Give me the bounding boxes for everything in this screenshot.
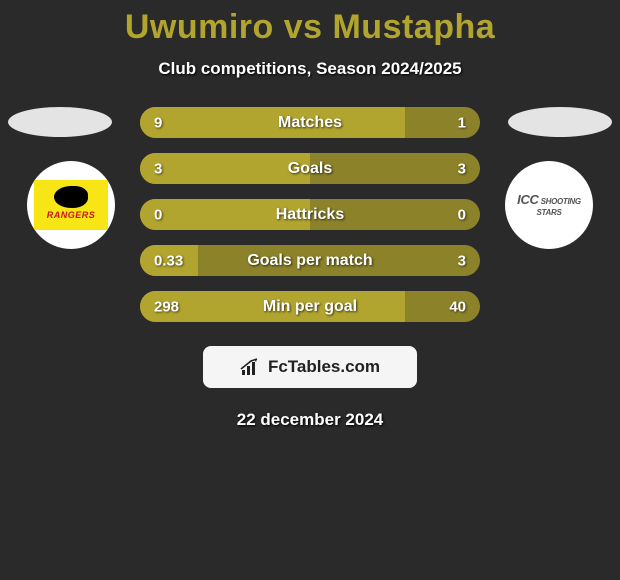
club2-badge: ICC SHOOTING STARS [505,161,593,249]
stat-label: Goals per match [140,252,480,270]
brand-text: FcTables.com [268,357,380,377]
player1-avatar-placeholder [8,107,112,137]
player1-name: Uwumiro [125,8,274,46]
vs-separator: vs [284,8,333,46]
stat-row: 0.333Goals per match [140,245,480,276]
subtitle: Club competitions, Season 2024/2025 [0,59,620,79]
stat-row: 29840Min per goal [140,291,480,322]
club1-badge-inner: RANGERS [34,180,108,230]
stat-label: Hattricks [140,206,480,224]
page-title: Uwumiro vs Mustapha [0,0,620,47]
stat-label: Min per goal [140,298,480,316]
date-label: 22 december 2024 [0,410,620,430]
player2-avatar-placeholder [508,107,612,137]
stat-row: 00Hattricks [140,199,480,230]
stat-row: 33Goals [140,153,480,184]
club1-label: RANGERS [47,210,96,220]
brand-chart-icon [240,358,262,376]
comparison-content: RANGERS ICC SHOOTING STARS 91Matches 33Go… [0,107,620,322]
player2-name: Mustapha [332,8,495,46]
club1-badge: RANGERS [27,161,115,249]
stat-label: Goals [140,160,480,178]
stat-label: Matches [140,114,480,132]
stat-row: 91Matches [140,107,480,138]
stats-container: 91Matches 33Goals 00Hattricks 0.333Goals pe… [140,107,480,322]
club2-label: ICC SHOOTING STARS [505,192,593,218]
panther-icon [54,186,88,208]
brand-badge: FcTables.com [203,346,417,388]
